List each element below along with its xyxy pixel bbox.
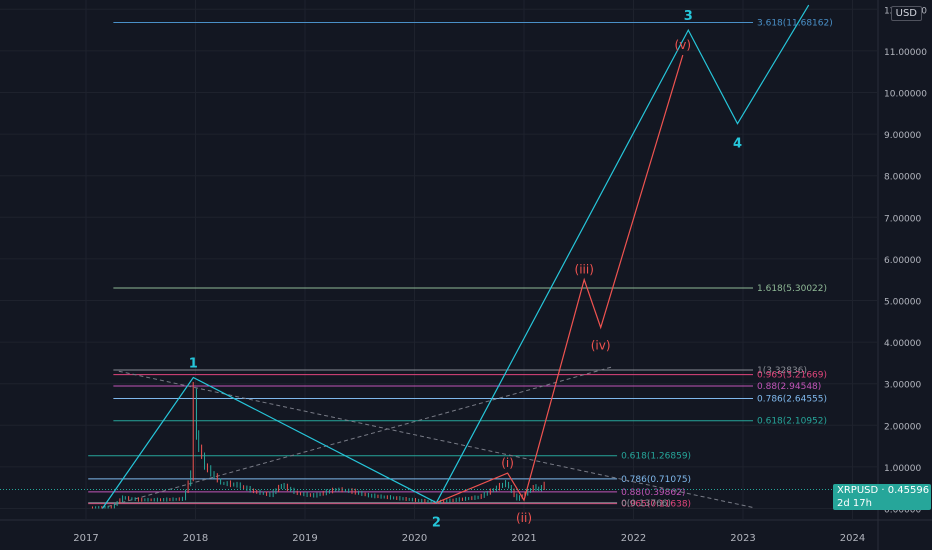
primary-wave-path — [101, 4, 810, 509]
y-tick-label: 0.00000 — [884, 506, 921, 516]
wave-label-primary: 1 — [189, 356, 198, 371]
fib-level-label: 0.786(2.64555) — [757, 394, 827, 404]
y-tick-label: 4.00000 — [884, 339, 921, 349]
fib-level-label: 1.618(5.30022) — [757, 284, 827, 294]
fib-level-label: 0.786(0.71075) — [621, 475, 691, 485]
x-tick-label: 2017 — [73, 533, 98, 544]
last-price-badge: XRPUSD · 0.45596 2d 17h — [833, 484, 931, 510]
x-tick-label: 2024 — [840, 533, 865, 544]
dashed-trendline-up — [107, 366, 612, 507]
fib-level-label: 0.88(0.39862) — [621, 488, 685, 498]
wave-label-primary: 4 — [733, 137, 742, 152]
currency-badge[interactable]: USD — [890, 6, 922, 21]
wave-label-primary: 2 — [432, 516, 441, 531]
x-tick-label: 2021 — [511, 533, 536, 544]
wave-label-secondary: (iv) — [591, 339, 611, 353]
fib-level-label: 0(0.13766) — [621, 499, 671, 509]
y-tick-label: 1.00000 — [884, 464, 921, 474]
y-tick-label: 7.00000 — [884, 214, 921, 224]
secondary-wave-path — [436, 54, 684, 504]
fib-level-label: 3.618(11.68162) — [757, 19, 833, 29]
fib-level-label: 0.965(0.11638) — [621, 500, 691, 510]
y-tick-label: 5.00000 — [884, 298, 921, 308]
wave-label-secondary: (v) — [675, 38, 691, 52]
x-tick-label: 2019 — [292, 533, 317, 544]
y-tick-label: 9.00000 — [884, 131, 921, 141]
y-tick-label: 10.00000 — [884, 90, 927, 100]
fib-level-label: 0.965(3.21669) — [757, 371, 827, 381]
last-price: 0.45596 — [887, 485, 930, 496]
symbol-label: XRPUSD — [837, 485, 879, 496]
bar-countdown: 2d 17h — [837, 498, 872, 509]
x-tick-label: 2023 — [730, 533, 755, 544]
fib-level-label: 0.618(1.26859) — [621, 452, 691, 462]
wave-label-secondary: (ii) — [516, 511, 532, 525]
y-tick-label: 6.00000 — [884, 256, 921, 266]
y-tick-label: 2.00000 — [884, 422, 921, 432]
plot-area — [0, 0, 878, 520]
wave-label-primary: 3 — [684, 9, 693, 24]
y-tick-label: 3.00000 — [884, 381, 921, 391]
x-tick-label: 2020 — [402, 533, 427, 544]
wave-label-secondary: (i) — [501, 456, 514, 470]
fib-level-label: 0.88(2.94548) — [757, 382, 821, 392]
x-tick-label: 2022 — [621, 533, 646, 544]
fib-level-label: 1(3.32836) — [757, 366, 807, 376]
x-tick-label: 2018 — [183, 533, 208, 544]
fib-level-label: 0.618(2.10952) — [757, 417, 827, 427]
y-tick-label: 11.00000 — [884, 48, 927, 58]
wave-label-secondary: (iii) — [575, 263, 594, 277]
y-tick-label: 8.00000 — [884, 173, 921, 183]
